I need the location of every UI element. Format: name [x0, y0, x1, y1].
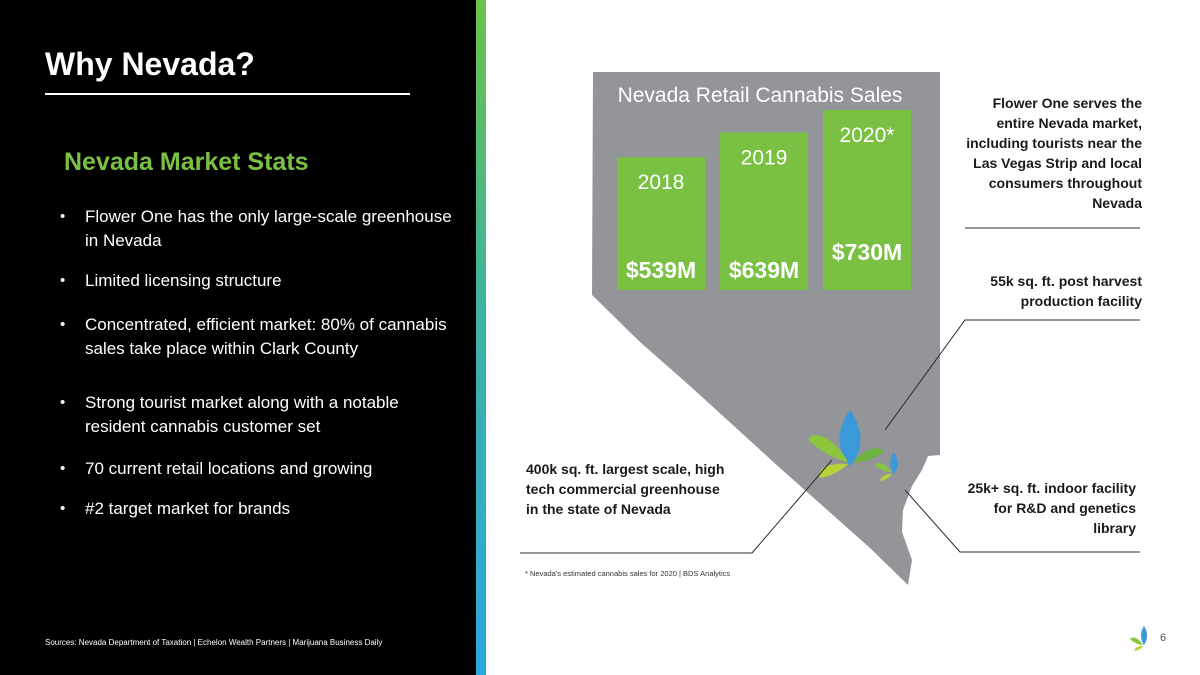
page-title: Why Nevada?	[45, 46, 255, 82]
bar-value-label: $539M	[626, 257, 696, 283]
left-panel: Why Nevada? Nevada Market Stats Flower O…	[0, 0, 476, 675]
accent-stripe	[476, 0, 486, 675]
bar-series: 2018 $539M 2019 $639M 2020* $730M	[617, 110, 911, 290]
callout-indoor-facility: 25k+ sq. ft. indoor facility for R&D and…	[967, 480, 1136, 536]
bar-2020	[823, 110, 911, 290]
list-item: Strong tourist market along with a notab…	[60, 391, 460, 439]
chart-title: Nevada Retail Cannabis Sales	[618, 84, 903, 107]
market-stats-list: Flower One has the only large-scale gree…	[60, 205, 460, 521]
list-item: Limited licensing structure	[60, 269, 460, 293]
leaf-logo-icon	[1130, 626, 1147, 651]
callout-market-reach: Flower One serves the entire Nevada mark…	[966, 95, 1142, 211]
list-item: Flower One has the only large-scale gree…	[60, 205, 460, 253]
bar-year-label: 2018	[638, 171, 685, 194]
list-item: Concentrated, efficient market: 80% of c…	[60, 313, 460, 361]
sources-note: Sources: Nevada Department of Taxation |…	[45, 638, 383, 647]
chart-footnote: * Nevada's estimated cannabis sales for …	[525, 569, 731, 578]
bar-year-label: 2020*	[840, 124, 895, 147]
leaf-marker-icon	[808, 410, 884, 478]
section-subtitle: Nevada Market Stats	[64, 148, 309, 176]
title-divider	[45, 93, 410, 95]
callout-lines	[520, 227, 1140, 554]
leaf-marker-icon	[875, 452, 898, 481]
callout-post-harvest-facility: 55k sq. ft. post harvest production faci…	[990, 273, 1142, 309]
page-number: 6	[1160, 632, 1167, 644]
callout-greenhouse: 400k sq. ft. largest scale, high tech co…	[526, 461, 725, 517]
list-item: #2 target market for brands	[60, 497, 460, 521]
bar-year-label: 2019	[741, 146, 788, 169]
bar-2019	[720, 132, 808, 290]
bar-2018	[617, 157, 705, 290]
bar-value-label: $730M	[832, 239, 902, 265]
list-item: 70 current retail locations and growing	[60, 457, 460, 481]
bar-value-label: $639M	[729, 257, 799, 283]
